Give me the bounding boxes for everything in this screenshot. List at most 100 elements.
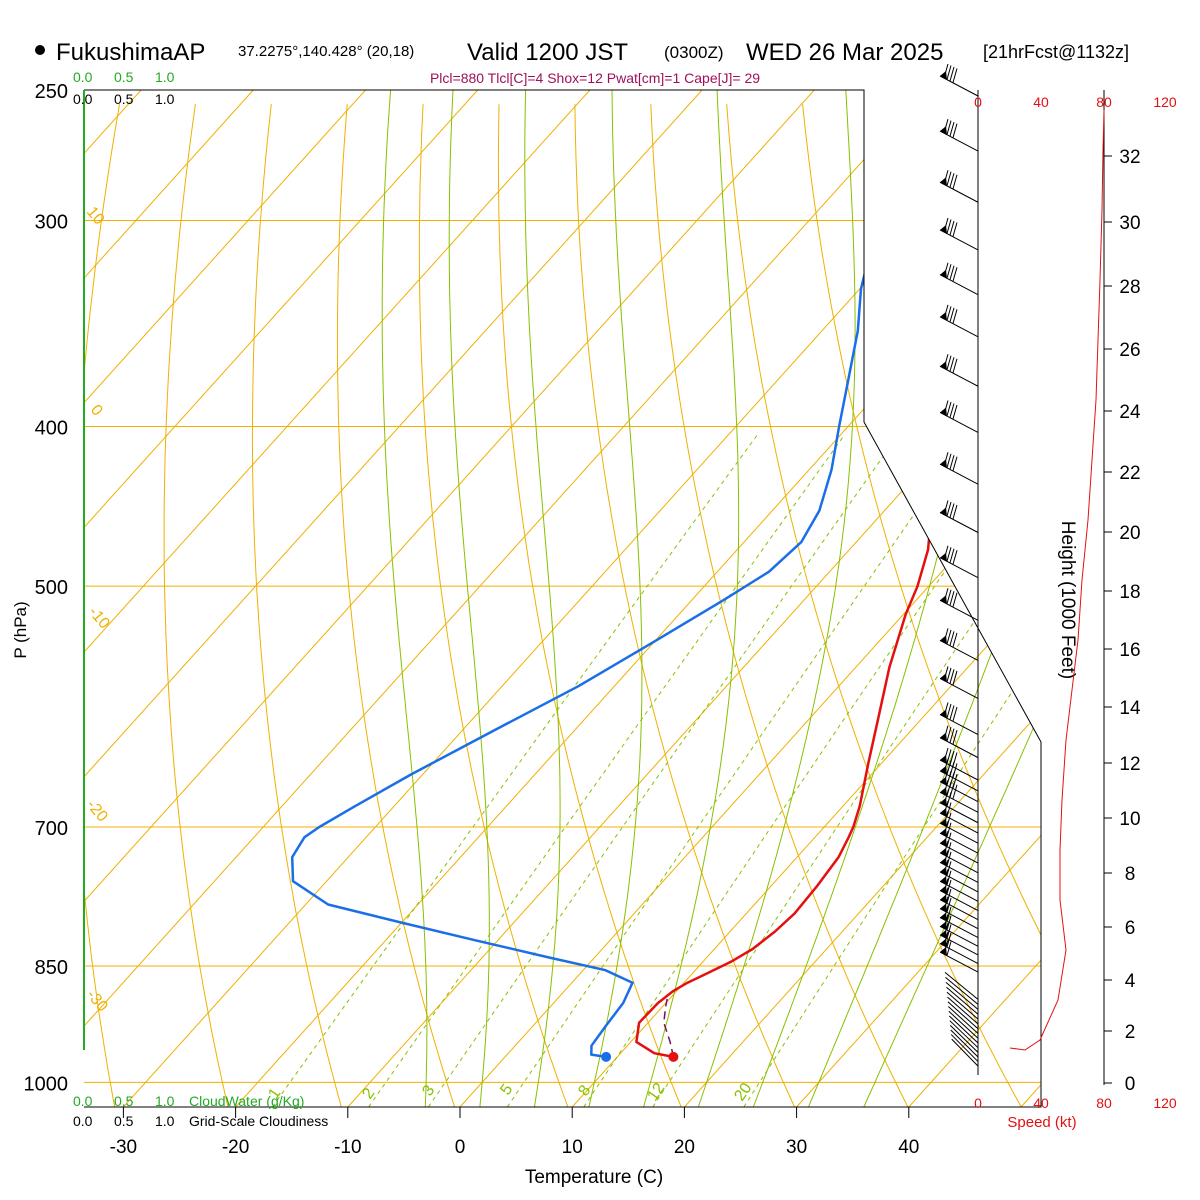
wind-barb-low xyxy=(946,991,979,1020)
moist-adiabat-line xyxy=(588,90,643,1107)
mixing-ratio-label: 2 xyxy=(359,1085,378,1102)
wind-barb xyxy=(939,666,979,699)
x-axis-title: Temperature (C) xyxy=(525,1167,663,1188)
isotherm-label: 10 xyxy=(889,430,924,464)
stability-indices: Plcl=880 Tlcl[C]=4 Shox=12 Pwat[cm]=1 Ca… xyxy=(430,70,760,86)
height-tick-label: 24 xyxy=(1119,402,1141,423)
wind-barb-low xyxy=(950,1034,979,1062)
wind-barb xyxy=(939,452,979,485)
station-name: FukushimaAP xyxy=(56,39,205,66)
mixing-ratio-line xyxy=(427,435,899,1107)
height-tick-label: 18 xyxy=(1119,582,1140,603)
moist-adiabat-line xyxy=(863,90,1041,1107)
forecast-info: [21hrFcst@1132z] xyxy=(983,42,1129,62)
mixing-ratio-label: 5 xyxy=(497,1081,516,1098)
temp-tick-label: 0 xyxy=(455,1137,466,1158)
cloud-scale-label: 1.0 xyxy=(155,1113,175,1129)
isotherm-line xyxy=(1020,90,1041,1107)
cloud-scale-label: 0.0 xyxy=(73,1093,93,1109)
height-tick-label: 8 xyxy=(1125,864,1136,885)
mixing-ratio-line xyxy=(583,435,1039,1107)
dry-adiabat-line xyxy=(251,104,342,1107)
temp-tick-label: 30 xyxy=(786,1137,807,1158)
wind-barb-low xyxy=(948,1006,979,1034)
dry-adiabat-line xyxy=(418,104,569,1107)
height-tick-label: 26 xyxy=(1119,340,1140,361)
mixing-ratio-label: 20 xyxy=(731,1080,755,1104)
cloud-scale-label: 0.5 xyxy=(114,91,134,107)
isotherm-line xyxy=(84,90,254,1107)
isotherm-label: 30 xyxy=(1006,640,1041,674)
wind-barb-low xyxy=(947,1001,979,1030)
moist-adiabat-line xyxy=(381,90,428,1107)
height-tick-label: 10 xyxy=(1119,809,1140,830)
height-tick-label: 0 xyxy=(1125,1074,1136,1095)
dry-adiabat-label: 0 xyxy=(87,402,106,420)
height-tick-label: 28 xyxy=(1119,277,1140,298)
isobar-lines xyxy=(84,90,1041,1083)
moist-adiabat-lines xyxy=(381,90,1041,1107)
dry-adiabat-line xyxy=(802,104,1041,1107)
wind-barb xyxy=(939,304,979,338)
mixing-ratio-line xyxy=(368,435,845,1107)
temperature-profile xyxy=(635,103,1041,1059)
wind-barb-low xyxy=(949,1024,979,1053)
station-bullet-icon xyxy=(35,45,45,55)
wind-barb xyxy=(939,217,979,251)
temp-tick-label: 40 xyxy=(898,1137,919,1158)
moist-adiabat-line xyxy=(643,90,740,1107)
mixing-ratio-label: 3 xyxy=(419,1082,438,1099)
cloud-scale-label: 0.5 xyxy=(114,1093,134,1109)
surface-dewpoint-dot xyxy=(601,1051,612,1062)
speed-tick-label-bottom: 40 xyxy=(1033,1095,1049,1111)
height-tick-label: 14 xyxy=(1119,698,1141,719)
cloud-scale-label: 0.0 xyxy=(73,1113,93,1129)
speed-axis-title: Speed (kt) xyxy=(1007,1114,1076,1131)
wind-barb-low xyxy=(946,986,979,1015)
wind-barb xyxy=(939,939,979,973)
dry-adiabat-label: -10 xyxy=(85,604,113,633)
mixing-ratio-line xyxy=(506,435,970,1107)
dry-adiabat-label: 10 xyxy=(83,204,108,229)
isotherm-line xyxy=(459,90,1041,1107)
isotherm-line xyxy=(908,90,1041,1107)
speed-tick-label-bottom: 80 xyxy=(1096,1095,1112,1111)
isotherm-line xyxy=(347,90,1041,1107)
pressure-tick-label: 500 xyxy=(35,577,68,599)
temp-tick-label: -30 xyxy=(110,1137,137,1158)
dry-adiabat-line xyxy=(1182,104,1200,1107)
surface-temp-dot xyxy=(668,1051,679,1062)
wind-barb xyxy=(939,725,979,759)
height-tick-label: 16 xyxy=(1119,640,1140,661)
parcel-profile xyxy=(663,998,675,1058)
height-tick-label: 4 xyxy=(1125,971,1136,992)
wind-barb-low xyxy=(950,1029,979,1058)
moist-adiabat-line xyxy=(448,90,490,1107)
wind-barb-low xyxy=(944,972,979,1000)
wind-barb-low xyxy=(951,1038,979,1067)
pressure-tick-label: 850 xyxy=(35,957,68,979)
wind-barb xyxy=(939,887,979,921)
wind-barb xyxy=(939,588,979,621)
wind-barb xyxy=(939,747,979,781)
wind-barb-low xyxy=(949,1020,979,1049)
cloud-scale-label: 0.0 xyxy=(73,91,93,107)
mixing-ratio-line xyxy=(652,435,1041,1107)
dry-adiabat-line xyxy=(497,104,682,1107)
speed-profile xyxy=(1009,109,1105,1051)
temp-tick-label: 20 xyxy=(674,1137,695,1158)
dry-adiabat-line xyxy=(336,104,456,1107)
wind-barb-low xyxy=(948,1010,979,1039)
isotherm-line xyxy=(84,90,479,1107)
isotherm-line xyxy=(84,90,591,1107)
height-tick-label: 6 xyxy=(1125,918,1136,939)
speed-tick-label-top: 120 xyxy=(1153,94,1177,110)
isotherm-line xyxy=(796,90,1041,1107)
temp-tick-label: 10 xyxy=(562,1137,583,1158)
isotherm-line xyxy=(571,90,1041,1107)
isotherm-line xyxy=(235,90,1041,1107)
wind-barb-low xyxy=(948,1015,979,1044)
pressure-tick-label: 700 xyxy=(35,818,68,840)
height-tick-label: 2 xyxy=(1125,1022,1136,1043)
valid-time: Valid 1200 JST xyxy=(467,39,628,66)
